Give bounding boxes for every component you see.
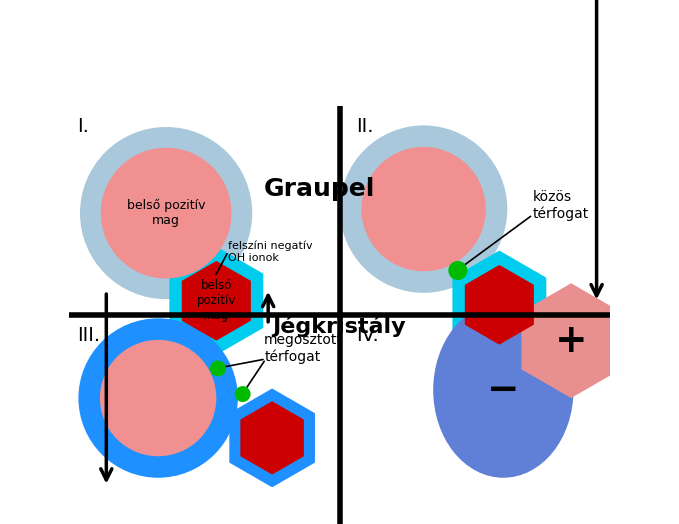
Circle shape	[80, 127, 252, 299]
Text: +: +	[555, 322, 587, 359]
Polygon shape	[240, 401, 304, 475]
Text: Graupel: Graupel	[264, 177, 375, 201]
Text: belső
pozitív
mag: belső pozitív mag	[197, 279, 236, 322]
Polygon shape	[182, 261, 251, 341]
Text: felszíni negatív
OH ionok: felszíni negatív OH ionok	[228, 241, 313, 263]
Polygon shape	[230, 388, 315, 487]
Polygon shape	[521, 283, 621, 398]
Text: belső pozitív
mag: belső pozitív mag	[127, 199, 205, 227]
Polygon shape	[465, 265, 534, 345]
Text: IV.: IV.	[356, 326, 379, 345]
Circle shape	[235, 386, 251, 402]
Circle shape	[78, 318, 238, 478]
Polygon shape	[452, 250, 547, 359]
Circle shape	[100, 148, 232, 278]
Circle shape	[100, 340, 217, 456]
Text: II.: II.	[356, 117, 373, 136]
Polygon shape	[169, 247, 263, 355]
Text: Jégkristály: Jégkristály	[272, 315, 406, 337]
Circle shape	[361, 147, 485, 271]
Circle shape	[448, 261, 467, 280]
Text: megosztott
térfogat: megosztott térfogat	[264, 333, 343, 364]
Text: I.: I.	[77, 117, 89, 136]
Text: III.: III.	[77, 326, 100, 345]
Text: −: −	[487, 371, 519, 409]
Text: közös
térfogat: közös térfogat	[533, 190, 589, 221]
Ellipse shape	[433, 302, 574, 478]
Circle shape	[340, 125, 507, 293]
Circle shape	[210, 361, 226, 377]
